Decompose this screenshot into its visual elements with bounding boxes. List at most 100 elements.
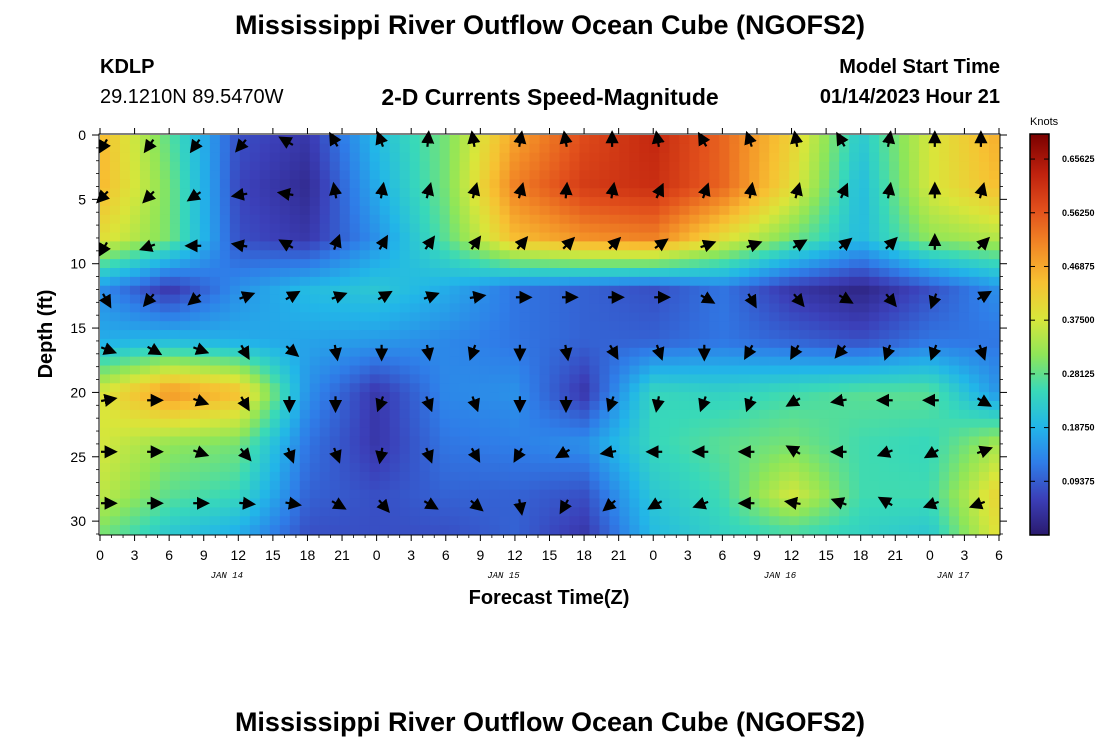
heatmap-cell [989, 161, 1000, 172]
heatmap-cell [549, 303, 561, 313]
heatmap-cell [779, 525, 790, 535]
heatmap-cell [299, 427, 311, 438]
heatmap-cell [869, 418, 880, 429]
heatmap-cell [499, 392, 511, 402]
heatmap-cell [259, 338, 271, 349]
heatmap-cell [369, 374, 381, 384]
heatmap-cell [129, 525, 141, 535]
heatmap-cell [199, 463, 211, 473]
heatmap-cell [459, 418, 471, 429]
heatmap-cell [809, 197, 820, 207]
heatmap-cell [919, 427, 930, 438]
heatmap-cell [739, 516, 750, 526]
heatmap-cell [849, 480, 860, 491]
heatmap-cell [109, 135, 121, 145]
heatmap-cell [909, 268, 920, 278]
heatmap-cell [829, 471, 840, 482]
heatmap-cell [969, 197, 980, 207]
heatmap-cell [749, 152, 760, 163]
heatmap-cell [739, 525, 750, 535]
heatmap-cell [949, 276, 960, 287]
heatmap-cell [709, 347, 720, 358]
heatmap-cell [289, 356, 301, 367]
heatmap-cell [939, 392, 950, 402]
heatmap-cell [379, 365, 391, 375]
heatmap-cell [389, 241, 401, 251]
heatmap-cell [639, 330, 650, 340]
current-vector-arrow [99, 293, 112, 309]
heatmap-cell [409, 188, 421, 198]
heatmap-cell [289, 170, 301, 180]
heatmap-cell [109, 480, 121, 491]
current-vector-arrow [422, 235, 436, 251]
heatmap-cell [949, 223, 960, 234]
heatmap-cell [709, 436, 720, 446]
heatmap-cell [629, 259, 640, 269]
heatmap-cell [429, 303, 441, 313]
heatmap-cell [989, 294, 1000, 305]
heatmap-cell [869, 427, 880, 438]
heatmap-cell [889, 436, 900, 446]
heatmap-cell [569, 347, 581, 358]
heatmap-cell [979, 525, 990, 535]
heatmap-cell [939, 135, 950, 145]
heatmap-cell [279, 498, 291, 508]
heatmap-cell [719, 347, 730, 358]
heatmap-cell [419, 383, 431, 393]
heatmap-cell [539, 223, 551, 234]
heatmap-cell [729, 463, 740, 473]
heatmap-cell [709, 214, 720, 225]
heatmap-cell [609, 507, 621, 517]
heatmap-cell [619, 392, 631, 402]
heatmap-cell [469, 365, 481, 375]
heatmap-cell [479, 507, 491, 517]
heatmap-cell [439, 241, 451, 251]
heatmap-cell [969, 409, 980, 420]
heatmap-cell [459, 214, 471, 225]
heatmap-cell [539, 152, 551, 163]
heatmap-cell [559, 303, 571, 313]
heatmap-cell [949, 321, 960, 331]
heatmap-cell [599, 401, 611, 411]
heatmap-cell [359, 347, 371, 358]
heatmap-cell [839, 347, 850, 358]
heatmap-cell [799, 471, 810, 482]
heatmap-cell [529, 135, 541, 145]
heatmap-cell [219, 471, 231, 482]
current-vector-arrow [467, 344, 481, 361]
heatmap-cell [809, 507, 820, 517]
heatmap-cell [679, 463, 690, 473]
heatmap-cell [909, 294, 920, 305]
heatmap-cell [849, 445, 860, 455]
heatmap-cell [809, 498, 820, 508]
chart-subtitle: 2-D Currents Speed-Magnitude [381, 84, 719, 110]
heatmap-cell [379, 436, 391, 446]
heatmap-cell [939, 232, 950, 242]
heatmap-cell [539, 525, 551, 535]
heatmap-cell [769, 152, 780, 163]
heatmap-cell [229, 392, 241, 402]
current-vector-arrow [976, 236, 991, 251]
heatmap-cell [779, 489, 790, 500]
current-vector-arrow [147, 342, 163, 356]
heatmap-cell [809, 321, 820, 331]
heatmap-cell [889, 303, 900, 313]
heatmap-cell [649, 214, 660, 225]
heatmap-cell [469, 312, 481, 322]
heatmap-cell [479, 214, 491, 225]
heatmap-cell [439, 480, 451, 491]
heatmap-cell [639, 480, 650, 491]
heatmap-cell [239, 383, 251, 393]
heatmap-cell [289, 525, 301, 535]
heatmap-cell [289, 276, 301, 287]
heatmap-cell [359, 471, 371, 482]
heatmap-cell [779, 338, 790, 349]
heatmap-cell [539, 161, 551, 172]
heatmap-cell [739, 197, 750, 207]
heatmap-cell [229, 188, 241, 198]
heatmap-cell [269, 374, 281, 384]
current-vector-arrow [838, 291, 854, 304]
heatmap-cell [279, 321, 291, 331]
heatmap-cell [929, 480, 940, 491]
heatmap-cell [669, 214, 680, 225]
